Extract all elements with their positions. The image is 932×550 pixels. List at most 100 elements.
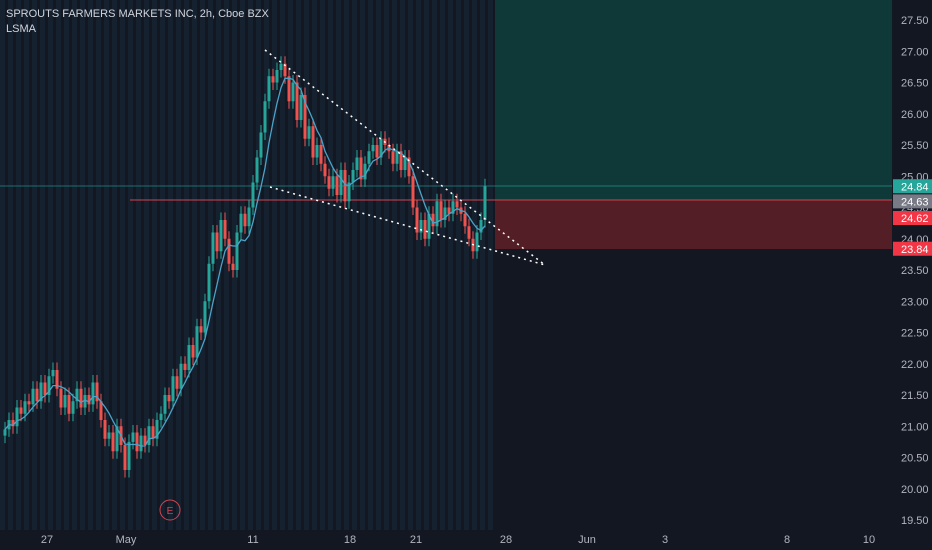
- session-stripe: [240, 0, 245, 530]
- candle-body: [23, 401, 27, 414]
- session-stripe: [200, 0, 205, 530]
- session-stripe: [488, 0, 493, 530]
- session-stripe: [136, 0, 141, 530]
- candle-body: [431, 213, 435, 227]
- candle-body: [3, 429, 7, 436]
- session-stripe: [392, 0, 397, 530]
- candle-body: [75, 388, 79, 402]
- candle-body: [159, 413, 163, 420]
- session-stripe: [80, 0, 85, 530]
- session-stripe: [144, 0, 149, 530]
- candle-body: [327, 176, 331, 189]
- candle-body: [95, 382, 99, 402]
- candle-body: [271, 76, 275, 83]
- candle-body: [243, 213, 247, 227]
- candle-body: [287, 76, 291, 102]
- session-stripe: [456, 0, 461, 530]
- candle-body: [295, 82, 299, 120]
- candle-body: [483, 186, 487, 220]
- x-tick-label: 18: [344, 534, 356, 546]
- candle-body: [371, 145, 375, 152]
- candle-body: [375, 145, 379, 158]
- candle-body: [67, 395, 71, 414]
- candle-body: [247, 207, 251, 227]
- session-stripe: [112, 0, 117, 530]
- candle-body: [227, 238, 231, 264]
- candle-body: [311, 126, 315, 158]
- candle-body: [151, 426, 155, 439]
- candle-body: [455, 201, 459, 208]
- y-tick-label: 27.50: [901, 15, 929, 27]
- y-tick-label: 26.00: [901, 109, 929, 121]
- candle-body: [479, 220, 483, 233]
- candle-body: [187, 345, 191, 370]
- candle-body: [403, 157, 407, 170]
- chart-header: SPROUTS FARMERS MARKETS INC, 2h, Cboe BZ…: [6, 7, 269, 37]
- candle-body: [307, 126, 311, 139]
- candle-body: [467, 226, 471, 239]
- session-stripe: [152, 0, 157, 530]
- session-stripe: [216, 0, 221, 530]
- session-stripe: [288, 0, 293, 530]
- candle-body: [267, 76, 271, 102]
- candle-body: [439, 201, 443, 220]
- candle-body: [379, 138, 383, 158]
- candle-body: [51, 370, 55, 377]
- session-stripe: [64, 0, 69, 530]
- session-stripe: [104, 0, 109, 530]
- session-stripe: [384, 0, 389, 530]
- session-stripe: [296, 0, 301, 530]
- candle-body: [335, 176, 339, 195]
- candle-body: [355, 157, 359, 170]
- candle-body: [15, 407, 19, 427]
- session-stripe: [432, 0, 437, 530]
- candle-body: [99, 401, 103, 420]
- candle-body: [427, 213, 431, 239]
- candle-body: [359, 157, 363, 180]
- session-stripe: [336, 0, 341, 530]
- candle-body: [219, 220, 223, 252]
- candles: [3, 56, 487, 478]
- y-tick-label: 20.50: [901, 453, 929, 465]
- session-stripe: [304, 0, 309, 530]
- candle-body: [91, 382, 95, 405]
- session-stripe: [256, 0, 261, 530]
- session-stripe: [360, 0, 365, 530]
- y-tick-label: 27.00: [901, 46, 929, 58]
- stop-zone: [495, 199, 892, 249]
- candle-body: [135, 432, 139, 452]
- candle-body: [171, 376, 175, 402]
- y-tick-label: 25.50: [901, 140, 929, 152]
- y-tick-label: 20.00: [901, 484, 929, 496]
- candle-body: [43, 382, 47, 395]
- y-tick-label: 23.50: [901, 265, 929, 277]
- target-zone: [495, 0, 892, 199]
- y-tick-label: 19.50: [901, 515, 929, 527]
- x-tick-label: May: [116, 534, 137, 546]
- x-tick-label: 8: [784, 534, 790, 546]
- time-axis: [0, 530, 932, 550]
- candle-body: [331, 176, 335, 189]
- candle-body: [259, 132, 263, 158]
- candle-body: [111, 432, 115, 452]
- candle-body: [11, 420, 15, 427]
- price-badge-label: 24.63: [901, 196, 929, 208]
- session-stripe: [88, 0, 93, 530]
- session-stripe: [416, 0, 421, 530]
- candle-body: [283, 63, 287, 77]
- price-badge: [893, 211, 932, 225]
- candle-body: [211, 232, 215, 264]
- session-stripe: [72, 0, 77, 530]
- candle-body: [303, 95, 307, 139]
- session-stripe: [408, 0, 413, 530]
- session-stripe: [120, 0, 125, 530]
- candle-body: [103, 420, 107, 439]
- earnings-marker-label: E: [167, 506, 174, 517]
- price-axis: [893, 0, 932, 535]
- candle-body: [79, 388, 83, 408]
- candle-body: [411, 176, 415, 208]
- candle-body: [419, 220, 423, 233]
- session-stripe: [344, 0, 349, 530]
- candle-body: [179, 363, 183, 389]
- candle-body: [155, 420, 159, 439]
